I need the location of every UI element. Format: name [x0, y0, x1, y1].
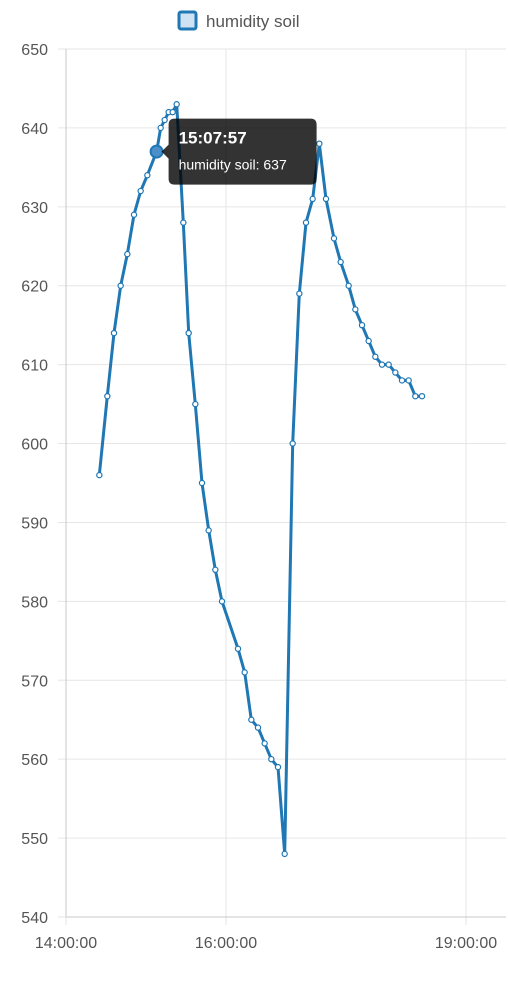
data-point[interactable]	[248, 716, 255, 723]
data-point[interactable]	[418, 393, 426, 400]
data-point[interactable]	[365, 337, 372, 345]
y-tick-label: 650	[21, 42, 48, 59]
data-point[interactable]	[274, 763, 282, 771]
data-point[interactable]	[192, 400, 199, 408]
data-point[interactable]	[398, 377, 406, 384]
x-tick-label: 14:00:00	[35, 935, 97, 952]
data-point-hovered[interactable]	[149, 144, 164, 159]
y-tick-label: 540	[21, 910, 48, 927]
data-point[interactable]	[385, 361, 392, 368]
x-tick-label: 16:00:00	[195, 935, 257, 952]
data-point[interactable]	[302, 219, 310, 226]
y-tick-label: 580	[21, 594, 48, 611]
data-point[interactable]	[157, 124, 164, 132]
data-point[interactable]	[330, 235, 338, 242]
data-point[interactable]	[161, 116, 168, 124]
x-tick-label: 19:00:00	[435, 935, 497, 952]
x-axis-tick-labels: 14:00:00 16:00:00 19:00:00	[35, 935, 497, 952]
data-point[interactable]	[137, 187, 144, 195]
axes	[65, 49, 506, 918]
data-point[interactable]	[241, 669, 248, 676]
tooltip-title: 15:07:57	[179, 129, 247, 148]
y-tick-label: 600	[21, 437, 48, 454]
series-line-humidity-soil	[97, 102, 422, 856]
data-point[interactable]	[124, 250, 131, 258]
data-point[interactable]	[281, 850, 288, 858]
data-point[interactable]	[144, 172, 151, 179]
y-tick-label: 560	[21, 752, 48, 769]
data-point[interactable]	[218, 598, 226, 605]
y-tick-label: 640	[21, 121, 48, 138]
data-point[interactable]	[234, 645, 242, 652]
data-point[interactable]	[110, 329, 118, 337]
data-point[interactable]	[289, 440, 296, 447]
data-points	[96, 101, 426, 858]
data-point[interactable]	[345, 282, 352, 289]
y-tick-label: 550	[21, 831, 48, 848]
data-point[interactable]	[316, 140, 323, 147]
y-tick-label: 630	[21, 200, 48, 217]
y-tick-label: 570	[21, 673, 48, 690]
data-point[interactable]	[96, 471, 103, 479]
data-point[interactable]	[352, 306, 359, 313]
data-point[interactable]	[185, 329, 192, 337]
data-point[interactable]	[337, 258, 344, 266]
data-point[interactable]	[198, 479, 206, 487]
data-point[interactable]	[212, 566, 219, 574]
data-point[interactable]	[405, 377, 412, 384]
data-point[interactable]	[104, 393, 111, 400]
y-tick-label: 590	[21, 515, 48, 532]
data-point[interactable]	[372, 353, 379, 360]
legend-swatch[interactable]	[177, 10, 198, 31]
data-point[interactable]	[322, 195, 330, 203]
data-point[interactable]	[169, 108, 176, 116]
tooltip-box	[161, 118, 317, 185]
data-point[interactable]	[296, 290, 303, 297]
tooltip: 15:07:57 humidity soil: 637	[161, 118, 317, 185]
data-point[interactable]	[378, 361, 386, 368]
y-tick-label: 620	[21, 279, 48, 296]
data-point[interactable]	[392, 369, 399, 376]
data-point[interactable]	[180, 219, 187, 226]
y-axis-tick-labels: 540 550 560 570 580 590 600 610 620 630 640 650	[21, 42, 48, 927]
legend-label-humidity-soil[interactable]: humidity soil	[206, 12, 300, 31]
y-tick-label: 610	[21, 358, 48, 375]
data-point[interactable]	[173, 101, 180, 108]
data-point[interactable]	[268, 755, 275, 763]
data-point[interactable]	[309, 195, 316, 203]
data-point[interactable]	[358, 321, 366, 329]
data-point[interactable]	[412, 393, 419, 400]
data-point[interactable]	[130, 211, 138, 218]
tooltip-body: humidity soil: 637	[179, 157, 287, 173]
data-point[interactable]	[117, 282, 124, 289]
legend[interactable]: humidity soil	[177, 10, 300, 31]
data-point[interactable]	[261, 740, 268, 747]
data-point[interactable]	[254, 724, 262, 731]
data-point[interactable]	[205, 527, 212, 534]
